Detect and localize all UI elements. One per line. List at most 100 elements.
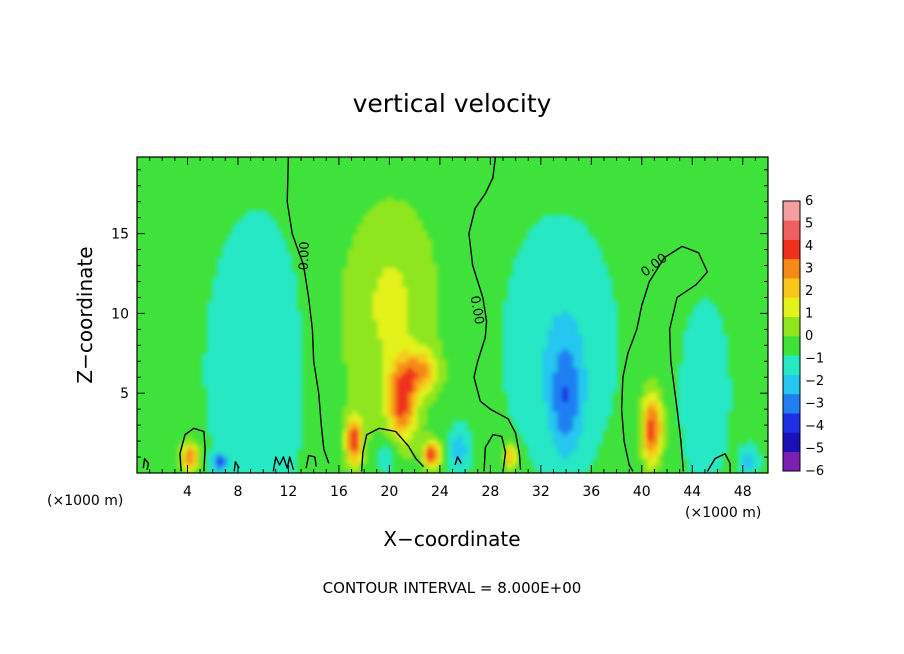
field-cell xyxy=(422,396,429,402)
field-cell xyxy=(502,300,509,307)
field-cell xyxy=(362,204,368,211)
field-cell xyxy=(162,214,168,220)
field-cell xyxy=(142,382,148,388)
field-cell xyxy=(282,343,288,350)
field-cell xyxy=(322,262,328,268)
field-cell xyxy=(297,458,303,465)
field-cell xyxy=(152,238,158,244)
field-cell xyxy=(182,281,188,287)
field-cell xyxy=(222,319,228,326)
field-cell xyxy=(172,367,178,374)
field-cell xyxy=(167,429,173,436)
field-cell xyxy=(397,228,404,235)
field-cell xyxy=(407,286,414,292)
field-cell xyxy=(282,348,288,354)
field-cell xyxy=(252,214,258,220)
field-cell xyxy=(287,382,293,388)
field-cell xyxy=(432,367,439,374)
field-cell xyxy=(512,315,519,321)
field-cell xyxy=(312,209,318,216)
field-cell xyxy=(382,463,388,469)
field-cell xyxy=(312,468,318,473)
field-cell xyxy=(302,425,308,431)
field-cell xyxy=(492,276,499,283)
field-cell xyxy=(447,324,454,330)
field-cell xyxy=(497,176,504,182)
field-cell xyxy=(487,166,494,172)
field-cell xyxy=(332,343,338,350)
field-cell xyxy=(492,214,499,220)
field-cell xyxy=(232,334,238,340)
field-cell xyxy=(352,444,358,450)
field-cell xyxy=(362,247,368,254)
field-cell xyxy=(447,281,454,287)
field-cell xyxy=(142,161,148,168)
field-cell xyxy=(457,420,464,426)
field-cell xyxy=(317,176,323,182)
field-cell xyxy=(272,429,278,436)
field-cell xyxy=(217,257,223,263)
field-cell xyxy=(357,300,363,307)
field-cell xyxy=(507,276,514,283)
field-cell xyxy=(222,410,228,417)
field-cell xyxy=(372,353,378,359)
field-cell xyxy=(307,420,313,426)
field-cell xyxy=(462,281,469,287)
field-cell xyxy=(422,358,429,364)
field-cell xyxy=(317,429,323,436)
field-cell xyxy=(477,420,484,426)
field-cell xyxy=(492,257,499,263)
field-cell xyxy=(312,429,318,436)
field-cell xyxy=(217,161,223,168)
field-cell xyxy=(297,334,303,340)
field-cell xyxy=(447,228,454,235)
field-cell xyxy=(512,329,519,335)
field-cell xyxy=(412,295,419,302)
field-cell xyxy=(237,204,243,211)
field-cell xyxy=(372,338,378,345)
field-cell xyxy=(342,353,348,359)
field-cell xyxy=(422,434,429,441)
field-cell xyxy=(362,324,368,330)
field-cell xyxy=(182,334,188,340)
field-cell xyxy=(357,391,363,397)
field-cell xyxy=(267,329,273,335)
field-cell xyxy=(352,267,358,273)
field-cell xyxy=(297,343,303,350)
field-cell xyxy=(317,396,323,402)
field-cell xyxy=(387,434,394,441)
field-cell xyxy=(197,367,203,374)
field-cell xyxy=(412,176,419,182)
field-cell xyxy=(222,362,228,369)
field-cell xyxy=(207,362,213,369)
field-cell xyxy=(257,463,263,469)
field-cell xyxy=(387,281,394,287)
field-cell xyxy=(252,377,258,383)
field-cell xyxy=(442,377,449,383)
field-cell xyxy=(257,362,263,369)
field-cell xyxy=(297,468,303,473)
field-cell xyxy=(387,382,394,388)
field-cell xyxy=(252,315,258,321)
field-cell xyxy=(507,200,514,206)
field-cell xyxy=(437,204,444,211)
field-cell xyxy=(142,295,148,302)
field-cell xyxy=(367,200,373,206)
field-cell xyxy=(352,305,358,311)
field-cell xyxy=(237,180,243,187)
field-cell xyxy=(362,415,368,421)
field-cell xyxy=(242,468,248,473)
field-cell xyxy=(302,449,308,455)
field-cell xyxy=(387,329,394,335)
field-cell xyxy=(322,190,328,196)
field-cell xyxy=(257,405,263,412)
field-cell xyxy=(147,353,153,359)
field-cell xyxy=(137,334,143,340)
field-cell xyxy=(212,276,218,283)
field-cell xyxy=(137,319,143,326)
field-cell xyxy=(192,353,198,359)
field-cell xyxy=(192,190,198,196)
field-cell xyxy=(182,382,188,388)
field-cell xyxy=(222,353,228,359)
field-cell xyxy=(442,329,449,335)
